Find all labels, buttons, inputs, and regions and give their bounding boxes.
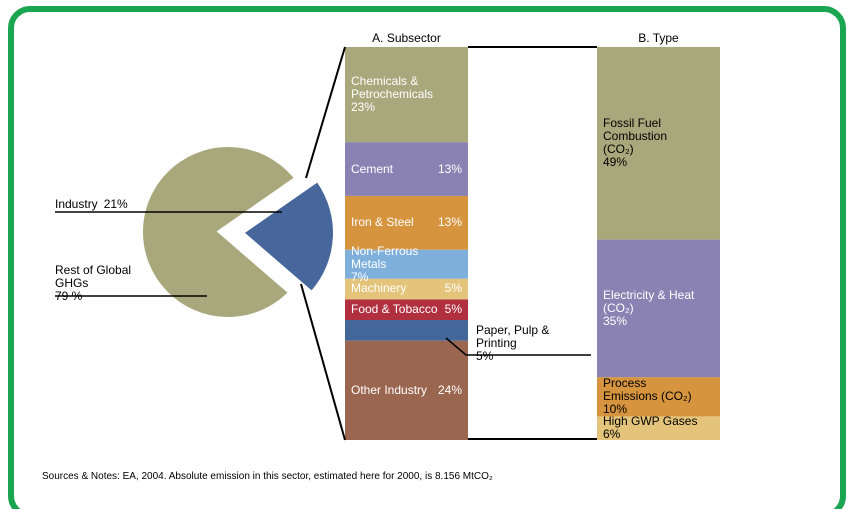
pie-label-value: 21%: [103, 197, 128, 211]
segment-name: Non-Ferrous Metals: [351, 243, 419, 271]
segment-name: Other Industry: [351, 382, 428, 397]
segment-name: Fossil Fuel Combustion (CO₂): [603, 116, 668, 157]
bar-title: A. Subsector: [372, 31, 441, 45]
segment-label: Process Emissions (CO₂) 10%: [597, 377, 720, 416]
segment-name: Electricity & Heat (CO₂): [603, 287, 695, 315]
bar-segment: [345, 340, 468, 440]
bar-segment: [345, 320, 468, 341]
segment-name: Process Emissions (CO₂): [603, 376, 692, 404]
connectors: [55, 46, 597, 441]
segment-name: Paper, Pulp & Printing: [476, 323, 550, 350]
bar-segment: [597, 416, 720, 440]
segment-value: 5%: [444, 281, 462, 296]
pie-label: Industry 21%: [55, 198, 175, 211]
pie-slice: [129, 133, 314, 331]
note: Sources & Notes: EA, 2004. Absolute emis…: [42, 471, 493, 482]
segment-label: Chemicals & Petrochemicals 23%: [345, 47, 468, 142]
segment-label: High GWP Gases 6%: [597, 414, 720, 442]
bar-segment: [597, 47, 720, 240]
segment-value: 35%: [603, 313, 628, 328]
bar-segment: [345, 278, 468, 300]
segment-value: 13%: [437, 215, 462, 230]
segment-value: 6%: [603, 427, 621, 442]
segment-name: High GWP Gases: [603, 414, 698, 429]
segment-value: 49%: [603, 155, 628, 170]
segment-label: Electricity & Heat (CO₂) 35%: [597, 240, 720, 378]
segment-label: Iron & Steel 13%: [345, 196, 468, 250]
bar-title: B. Type: [638, 31, 679, 45]
frame: [8, 6, 846, 509]
pie-label: Rest of Global GHGs 79 %: [55, 264, 150, 303]
pie-label-value: 79 %: [55, 289, 83, 303]
segment-value: 5%: [476, 349, 494, 363]
segment-label: Paper, Pulp & Printing 5%: [470, 324, 590, 363]
segment-value: 23%: [351, 100, 376, 115]
segment-label: Food & Tobacco 5%: [345, 299, 468, 320]
bar-segment: [597, 239, 720, 378]
segment-name: Machinery: [351, 281, 407, 296]
pie-label-name: Industry: [55, 197, 98, 211]
pie-slice: [244, 182, 333, 291]
segment-value: 24%: [437, 382, 462, 397]
segment-value: 5%: [444, 302, 462, 317]
bar-segment: [345, 142, 468, 196]
segment-label: Fossil Fuel Combustion (CO₂) 49%: [597, 47, 720, 240]
segment-name: Iron & Steel: [351, 215, 414, 230]
segment-value: 7%: [351, 269, 369, 284]
bar-segment: [345, 249, 468, 279]
segment-name: Food & Tobacco: [351, 302, 438, 317]
segment-name: Chemicals & Petrochemicals: [351, 74, 434, 102]
segment-value: 10%: [603, 402, 628, 417]
segment-label: Cement 13%: [345, 142, 468, 196]
segment-name: Cement: [351, 161, 394, 176]
segment-label: Non-Ferrous Metals 7%: [345, 244, 468, 283]
bar-segment: [345, 47, 468, 143]
bar-segment: [345, 299, 468, 321]
bar-segment: [597, 377, 720, 417]
bar-segment: [345, 195, 468, 250]
segment-label: Other Industry 24%: [345, 341, 468, 440]
segment-value: 13%: [437, 161, 462, 176]
segment-label: Machinery 5%: [345, 279, 468, 300]
pie-label-name: Rest of Global GHGs: [55, 263, 132, 290]
